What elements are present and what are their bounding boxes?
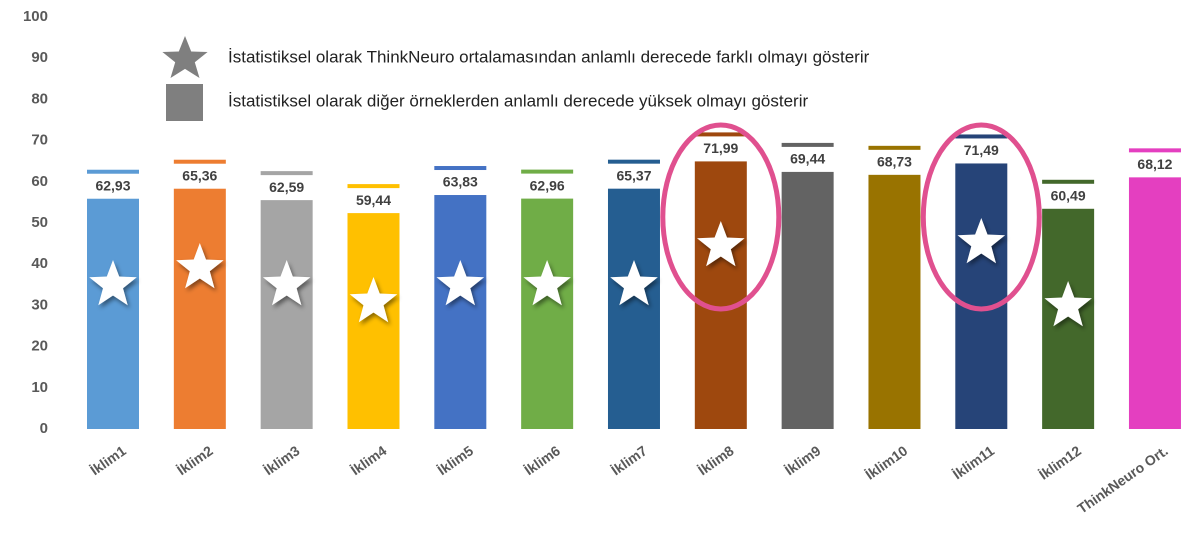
value-label-bg xyxy=(867,149,922,175)
value-label-bg xyxy=(346,188,401,214)
x-tick-label: İklim7 xyxy=(608,442,650,478)
y-tick-label: 60 xyxy=(31,173,48,190)
legend-square-icon xyxy=(166,84,203,121)
y-tick-label: 30 xyxy=(31,296,48,313)
value-label: 65,36 xyxy=(182,167,217,183)
value-label-bg xyxy=(954,138,1009,164)
y-tick-label: 50 xyxy=(31,214,48,231)
y-tick-label: 100 xyxy=(23,8,48,25)
star-marker xyxy=(349,277,398,323)
x-tick-label: İklim5 xyxy=(434,442,476,478)
value-label-bg xyxy=(259,175,314,201)
bars: 62,93 65,36 62,59 59,44 63,83 62,96 65,37 71,99… xyxy=(86,122,1182,430)
star-marker xyxy=(89,260,137,306)
bar xyxy=(1128,148,1181,430)
star-marker xyxy=(523,260,571,306)
value-label: 62,96 xyxy=(530,177,565,193)
value-label: 59,44 xyxy=(356,192,391,208)
value-label-bg xyxy=(693,136,748,162)
value-label: 68,73 xyxy=(877,154,912,170)
star-marker xyxy=(262,260,311,306)
value-label: 62,93 xyxy=(95,177,130,193)
value-label: 60,49 xyxy=(1051,187,1086,203)
highlight-ellipse xyxy=(920,122,1042,312)
star-marker xyxy=(436,260,485,306)
value-label-bg xyxy=(1127,152,1182,178)
highlight-ellipse xyxy=(660,122,782,312)
star-marker xyxy=(697,221,745,267)
bar xyxy=(781,142,834,429)
y-tick-label: 20 xyxy=(31,338,48,355)
x-tick-label: İklim8 xyxy=(695,442,737,478)
x-tick-label: İklim11 xyxy=(950,442,998,482)
y-tick-label: 40 xyxy=(31,255,48,272)
star-marker xyxy=(610,260,658,306)
bar xyxy=(434,166,487,430)
value-label-bg xyxy=(86,173,140,199)
bar xyxy=(868,145,921,429)
legend-label: İstatistiksel olarak ThinkNeuro ortalama… xyxy=(228,47,870,66)
y-tick-label: 90 xyxy=(31,49,48,66)
value-label-bg xyxy=(172,163,227,189)
value-label-bg xyxy=(520,173,575,199)
value-label-bg xyxy=(1041,183,1096,209)
star-marker xyxy=(957,218,1006,264)
x-tick-label: İklim3 xyxy=(261,442,303,478)
value-label: 63,83 xyxy=(443,174,478,190)
x-tick-label: ThinkNeuro Ort. xyxy=(1074,442,1170,516)
bar xyxy=(521,169,574,429)
x-tick-label: İklim10 xyxy=(862,442,910,482)
value-label: 71,99 xyxy=(703,140,738,156)
value-label: 62,59 xyxy=(269,179,304,195)
bar xyxy=(955,134,1008,430)
x-tick-label: İklim6 xyxy=(521,442,563,478)
x-tick-label: İklim1 xyxy=(87,442,129,478)
legend-label: İstatistiksel olarak diğer örneklerden a… xyxy=(228,91,808,110)
value-label: 68,12 xyxy=(1137,156,1172,172)
star-marker xyxy=(1044,281,1092,327)
legend: İstatistiksel olarak ThinkNeuro ortalama… xyxy=(162,36,870,121)
x-tick-label: İklim4 xyxy=(348,442,390,478)
value-label-bg xyxy=(780,146,835,172)
bar xyxy=(260,171,313,429)
value-label: 65,37 xyxy=(616,167,651,183)
bar xyxy=(694,132,747,430)
y-tick-label: 0 xyxy=(40,420,48,437)
legend-star-icon xyxy=(162,36,208,78)
bar xyxy=(173,159,226,429)
value-label: 69,44 xyxy=(790,151,825,167)
value-label: 71,49 xyxy=(964,142,999,158)
x-tick-label: İklim9 xyxy=(782,442,824,478)
x-tick-label: İklim12 xyxy=(1036,442,1084,482)
star-marker xyxy=(176,243,224,289)
value-label-bg xyxy=(606,163,661,189)
y-tick-label: 70 xyxy=(31,132,48,149)
bar xyxy=(87,169,139,429)
x-tick-label: İklim2 xyxy=(174,442,216,478)
y-tick-label: 80 xyxy=(31,90,48,107)
value-label-bg xyxy=(433,170,488,196)
y-tick-label: 10 xyxy=(31,379,48,396)
